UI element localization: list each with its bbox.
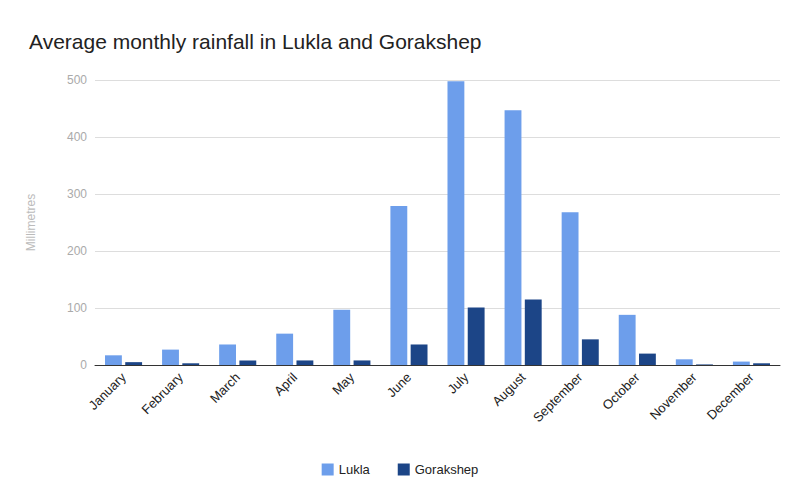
svg-text:February: February [139,369,187,417]
svg-text:200: 200 [67,244,87,258]
svg-text:0: 0 [80,358,87,372]
svg-text:Lukla: Lukla [339,462,371,477]
svg-text:100: 100 [67,301,87,315]
svg-text:September: September [530,369,586,425]
svg-text:January: January [86,369,130,413]
svg-text:December: December [704,369,757,422]
svg-text:Gorakshep: Gorakshep [415,462,479,477]
svg-text:August: August [489,369,528,408]
svg-text:500: 500 [67,73,87,87]
svg-text:April: April [271,370,300,399]
svg-text:June: June [384,370,415,401]
svg-text:May: May [329,369,357,397]
svg-text:400: 400 [67,130,87,144]
svg-text:Millimetres: Millimetres [24,194,38,251]
svg-text:300: 300 [67,187,87,201]
svg-text:Average monthly rainfall in Lu: Average monthly rainfall in Lukla and Go… [29,30,482,53]
svg-text:October: October [599,369,643,413]
svg-text:July: July [444,369,471,396]
svg-text:November: November [647,369,700,422]
svg-text:March: March [207,370,243,406]
